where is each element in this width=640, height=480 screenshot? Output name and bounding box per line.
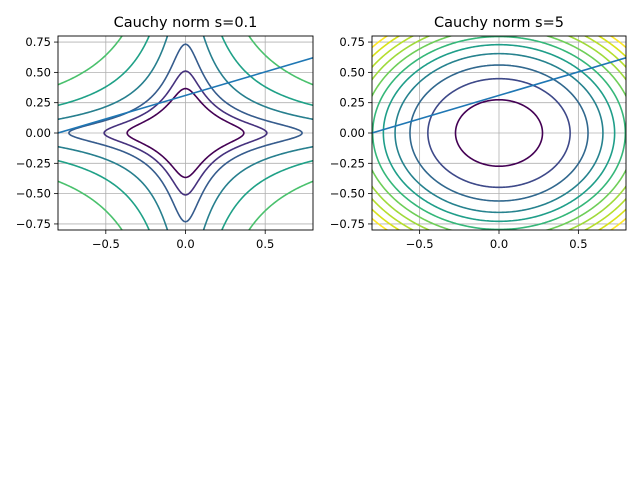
x-tick-label: 0.0 [176,237,194,251]
x-tick-label: 0.5 [569,237,587,251]
y-tick-label: 0.00 [25,126,51,140]
y-tick-label: 0.75 [339,35,365,49]
y-tick-label: −0.75 [16,217,51,231]
contour-level-0 [454,98,544,168]
x-tick-label: −0.5 [406,237,434,251]
contour-level-2 [68,43,303,223]
y-tick-label: 0.25 [339,96,365,110]
y-tick-label: −0.50 [16,187,51,201]
contour-level-8 [372,36,626,230]
contour-level-4 [382,43,616,223]
chart-title: Cauchy norm s=5 [434,15,564,31]
x-tick-label: −0.5 [92,237,120,251]
contour-level-9 [372,36,626,230]
contour-level-6 [372,36,626,230]
contour-level-1 [103,70,268,196]
y-tick-label: 0.00 [339,126,365,140]
x-tick-label: 0.5 [256,237,274,251]
contour-level-10 [372,36,626,230]
y-tick-label: −0.25 [330,156,365,170]
contour-level-2 [409,64,589,202]
contour-level-5 [58,36,313,230]
contour-level-7 [372,36,626,230]
contour-level-3 [58,36,313,230]
subplot-left: −0.5 0.0 0.5 −0.75 −0.50 −0.25 0.00 0.25 0.50 0.7… [16,15,314,251]
line-series [372,57,626,134]
contour-level-3 [394,52,604,214]
subplot-right: −0.5 0.0 0.5 −0.75 −0.50 −0.25 0.00 0.25 0.50 0.7… [330,15,627,251]
line-series [58,57,313,134]
y-tick-label: −0.25 [16,156,51,170]
contour-level-1 [427,77,571,189]
contour-set [58,36,313,230]
grid [58,36,313,230]
contour-level-5 [372,36,626,230]
contour-set [372,36,626,230]
y-tick-label: 0.50 [25,65,51,79]
y-tick-label: −0.50 [330,187,365,201]
y-tick-label: 0.75 [25,35,51,49]
y-tick-label: −0.75 [330,217,365,231]
chart-title: Cauchy norm s=0.1 [114,15,258,31]
y-tick-label: 0.25 [25,96,51,110]
x-tick-label: 0.0 [490,237,508,251]
y-tick-label: 0.50 [339,65,365,79]
